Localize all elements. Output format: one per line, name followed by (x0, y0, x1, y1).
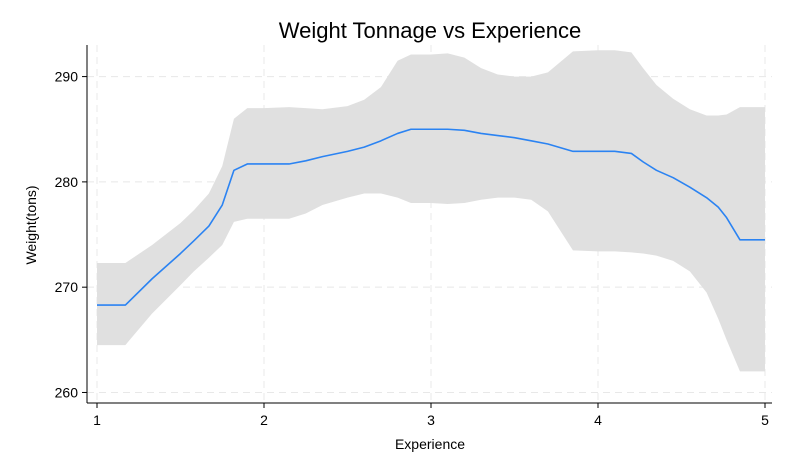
x-tick-label: 2 (260, 412, 268, 428)
y-axis-title: Weight(tons) (23, 185, 39, 264)
chart-title: Weight Tonnage vs Experience (279, 18, 582, 43)
x-tick-label: 1 (93, 412, 101, 428)
x-tick-label: 5 (761, 412, 769, 428)
x-axis-title: Experience (395, 436, 465, 452)
confidence-band-layer (97, 50, 765, 372)
x-tick-label: 3 (427, 412, 435, 428)
axes-layer (86, 45, 772, 404)
tick-layer: 1 2 3 4 5 260 270 280 290 (55, 69, 769, 428)
series-line (97, 128, 765, 306)
line-layer (97, 128, 765, 306)
y-tick-label: 260 (55, 384, 79, 400)
y-tick-label: 270 (55, 279, 79, 295)
confidence-band (97, 50, 765, 372)
y-tick-label: 290 (55, 69, 79, 85)
y-tick-label: 280 (55, 174, 79, 190)
x-tick-label: 4 (594, 412, 602, 428)
